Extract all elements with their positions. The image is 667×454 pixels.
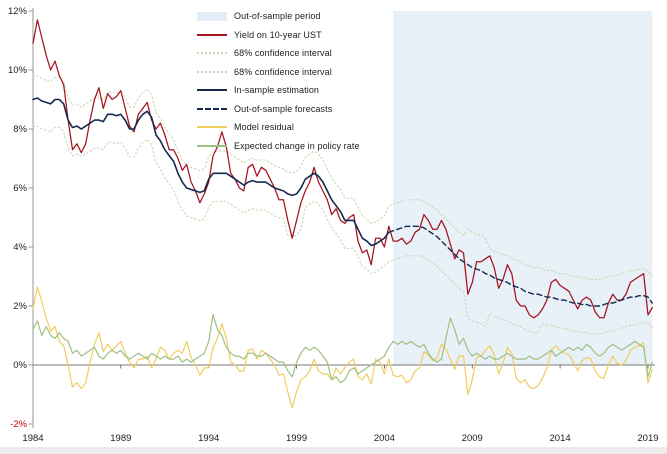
- legend-item-7: Expected change in policy rate: [197, 137, 360, 156]
- legend-item-4: In-sample estimation: [197, 81, 360, 100]
- legend-label: Out-of-sample forecasts: [234, 103, 333, 114]
- series-ci-upper: [32, 75, 653, 280]
- legend-item-1: Yield on 10-year UST: [197, 26, 360, 45]
- y-tick-label: -2%: [10, 419, 27, 430]
- legend-line-swatch: [197, 33, 227, 36]
- series-out-of-sample-forecasts: [388, 225, 653, 307]
- x-tick-label: 2009: [462, 433, 483, 444]
- legend-line-swatch: [197, 89, 227, 92]
- x-tick-label: 2004: [374, 433, 395, 444]
- series-in-sample-estimation: [32, 97, 390, 247]
- legend-label: 68% confidence interval: [234, 66, 332, 77]
- y-tick-label: 2%: [13, 301, 27, 312]
- out-of-sample-region: [393, 11, 653, 365]
- series-expected-policy-rate-change: [32, 314, 653, 384]
- series-ci-lower: [32, 125, 653, 335]
- legend-line-swatch: [197, 52, 227, 55]
- chart-legend: Out-of-sample period Yield on 10-year UST…: [197, 7, 360, 155]
- legend-label: Yield on 10-year UST: [234, 29, 322, 40]
- legend-item-3: 68% confidence interval: [197, 63, 360, 82]
- y-tick-label: 6%: [13, 183, 27, 194]
- y-tick-label: 10%: [8, 65, 28, 76]
- legend-label: Out-of-sample period: [234, 11, 321, 22]
- legend-line-swatch: [197, 144, 227, 147]
- legend-line-swatch: [197, 126, 227, 129]
- y-tick-label: 0%: [13, 360, 27, 371]
- legend-label: 68% confidence interval: [234, 48, 332, 59]
- legend-item-2: 68% confidence interval: [197, 44, 360, 63]
- x-tick-label: 1984: [22, 433, 43, 444]
- legend-label: In-sample estimation: [234, 85, 320, 96]
- x-tick-label: 1999: [286, 433, 307, 444]
- legend-line-swatch: [197, 70, 227, 73]
- y-tick-label: 12%: [8, 6, 28, 17]
- legend-line-swatch: [197, 107, 227, 110]
- legend-area-swatch: [197, 11, 227, 21]
- legend-item-0: Out-of-sample period: [197, 7, 360, 26]
- legend-item-6: Model residual: [197, 118, 360, 137]
- x-tick-label: 2014: [550, 433, 571, 444]
- series-model-residual: [32, 286, 653, 409]
- y-tick-label: 4%: [13, 242, 27, 253]
- x-tick-label: 1994: [198, 433, 219, 444]
- legend-label: Model residual: [234, 122, 294, 133]
- x-tick-label: 2019: [637, 433, 658, 444]
- legend-item-5: Out-of-sample forecasts: [197, 100, 360, 119]
- x-tick-label: 1989: [110, 433, 131, 444]
- legend-label: Expected change in policy rate: [234, 140, 360, 151]
- bottom-strip: [0, 447, 667, 454]
- y-tick-label: 8%: [13, 124, 27, 135]
